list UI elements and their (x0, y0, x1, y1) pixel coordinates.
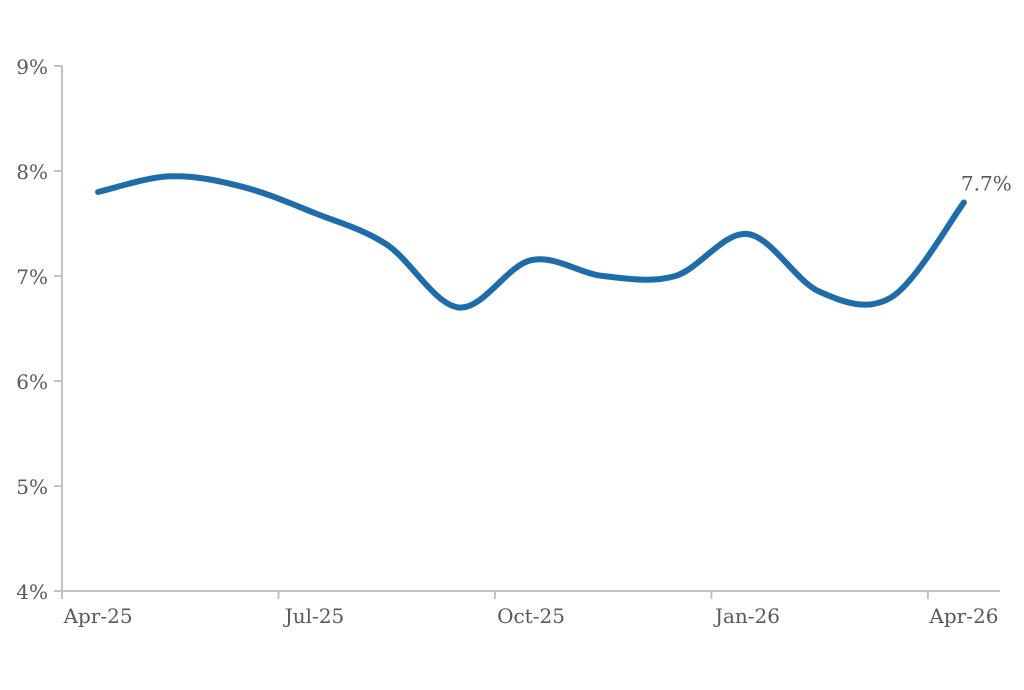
x-tick-label: Apr-26 (928, 604, 998, 628)
x-tick-label: Jul-25 (283, 604, 345, 628)
y-tick-label: 9% (16, 55, 48, 79)
x-tick-label: Oct-25 (497, 604, 565, 628)
y-tick-label: 4% (16, 580, 48, 604)
end-value-label: 7.7% (961, 172, 1012, 196)
series-line (95, 173, 967, 311)
y-tick-label: 7% (16, 265, 48, 289)
y-tick-label: 8% (16, 160, 48, 184)
x-tick-label: Jan-26 (713, 604, 780, 628)
y-tick-label: 5% (16, 475, 48, 499)
y-tick-label: 6% (16, 370, 48, 394)
x-tick-label: Apr-25 (63, 604, 133, 628)
